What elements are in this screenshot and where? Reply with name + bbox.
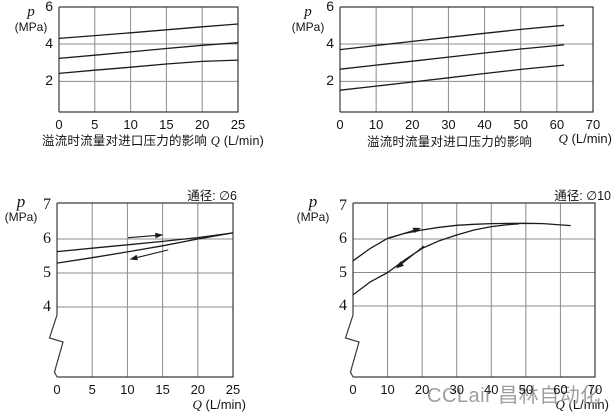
pressure-symbol: p [27,4,35,20]
curve-setting-low [58,59,239,75]
y-tick-label: 2 [326,72,334,89]
x-tick-label: 0 [336,117,344,132]
y-tick-label: 6 [43,230,51,247]
pressure-unit: (MPa) [4,210,38,225]
x-tick-label: 40 [484,382,499,397]
x-tick-label: 5 [88,382,96,397]
y-axis-with-break [344,203,360,378]
x-tick-label: 60 [549,117,565,132]
x-tick-label: 10 [120,382,135,397]
y-tick-label: 4 [326,35,334,51]
y-axis-with-break [48,203,64,378]
x-tick-label: 15 [155,382,170,397]
y-tick-label: 4 [43,298,51,315]
y-tick-label: 7 [43,196,51,213]
y-axis-label: p (MPa) [290,192,336,224]
x-tick-label: 70 [585,117,601,132]
arrow-shaft [389,228,417,239]
y-tick-label: 5 [43,264,51,281]
pressure-symbol: p [304,4,312,20]
caption-text: 溢流时流量对进口压力的影响 [42,134,208,148]
x-axis-unit: Q (L/min) [193,397,246,413]
chart-caption: 溢流时流量对进口压力的影响 Q (L/min) [42,130,264,149]
pressure-unit: (MPa) [291,19,325,34]
flow-unit: (L/min) [568,397,609,412]
plot-border [57,202,234,378]
x-tick-label: 70 [587,382,603,397]
x-tick-label: 20 [194,117,210,132]
x-tick-label: 20 [190,382,206,397]
y-tick-label: 4 [45,35,53,51]
x-tick-label: 20 [405,117,420,132]
flow-unit: (L/min) [571,131,612,146]
x-tick-label: 10 [368,117,384,132]
y-tick-label: 7 [339,196,347,214]
flow-symbol: Q [558,131,568,146]
chart-caption: 溢流时流量对进口压力的影响 [367,131,532,150]
x-tick-label: 10 [380,382,395,397]
curve-forward [352,222,571,262]
y-tick-label: 5 [339,263,347,281]
plot-border [59,6,239,113]
arrowhead-icon [155,232,164,239]
x-tick-label: 0 [349,382,357,397]
curve-setting-mid [58,42,239,60]
chart-title-diameter-10: 通径: ∅10 [554,185,611,204]
arrowhead-icon [412,227,422,234]
y-tick-label: 2 [45,72,53,89]
y-tick-label: 6 [339,230,347,247]
x-tick-label: 25 [230,117,246,132]
x-tick-label: 60 [553,382,568,397]
x-tick-label: 50 [518,382,534,397]
plot-border [340,6,594,113]
title-text: 通径: ∅6 [187,189,237,203]
x-axis-unit: Q (L/min) [559,131,612,147]
x-axis-unit: Q (L/min) [556,397,609,413]
x-tick-label: 0 [55,117,63,132]
y-axis-label: p (MPa) [0,192,42,224]
x-tick-label: 25 [225,382,241,397]
caption-text: 溢流时流量对进口压力的影响 [367,135,533,149]
curve-setting-high [339,24,565,51]
arrow-shaft [399,245,425,266]
y-tick-label: 6 [45,0,53,14]
x-tick-label: 20 [414,382,430,397]
curve-forward [56,232,234,253]
x-tick-label: 30 [449,382,464,397]
flow-symbol: Q [210,134,221,148]
x-tick-label: 0 [53,382,61,397]
title-text: 通径: ∅10 [554,189,611,203]
arrow-shaft [128,234,159,239]
flow-unit: (L/min) [223,134,265,148]
pressure-unit: (MPa) [14,19,48,34]
y-axis-label: p (MPa) [285,4,331,34]
x-tick-label: 15 [159,117,174,132]
curve-return [352,223,519,296]
y-tick-label: 4 [339,297,347,314]
curve-return [56,232,234,264]
x-tick-label: 40 [477,117,492,132]
flow-unit: (L/min) [205,397,246,412]
x-tick-label: 50 [513,117,528,132]
x-tick-label: 5 [91,117,99,132]
arrowhead-icon [129,254,138,261]
pressure-symbol: p [16,192,26,211]
plot-border [353,202,596,378]
chart-title-diameter-6: 通径: ∅6 [187,185,237,204]
y-axis-label: p (MPa) [8,4,54,34]
curve-setting-mid [339,44,565,70]
pressure-unit: (MPa) [296,210,330,225]
x-tick-label: 30 [441,117,456,132]
curve-setting-high [58,23,239,40]
flow-symbol: Q [555,397,565,412]
x-tick-label: 10 [123,117,138,132]
flow-symbol: Q [192,397,202,412]
arrow-shaft [134,249,169,259]
y-tick-label: 6 [326,0,334,14]
curve-setting-low [339,64,565,91]
arrowhead-icon [395,261,404,269]
pressure-symbol: p [308,192,318,211]
